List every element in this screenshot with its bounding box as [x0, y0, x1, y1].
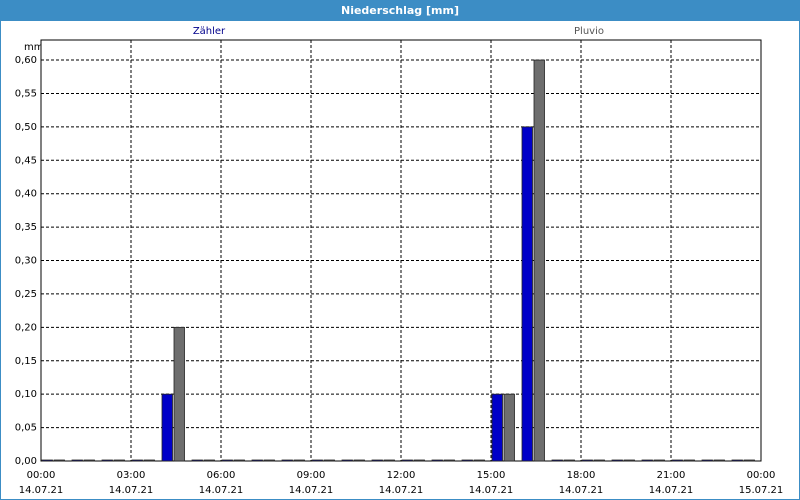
y-tick-label: 0,00 [15, 456, 37, 467]
y-tick-label: 0,30 [15, 256, 37, 267]
bar [131, 459, 143, 462]
bar [113, 459, 125, 462]
bar [563, 459, 575, 462]
y-tick-label: 0,45 [15, 155, 37, 166]
bar [743, 459, 755, 462]
bar [443, 459, 455, 462]
y-unit: mm [24, 42, 43, 53]
bar [641, 459, 653, 462]
y-tick-label: 0,20 [15, 322, 37, 333]
x-tick-label: 15:00 [477, 470, 506, 481]
bar [233, 459, 245, 462]
bar [83, 459, 95, 462]
y-tick-label: 0,35 [15, 222, 37, 233]
y-tick-label: 0,60 [15, 55, 37, 66]
chart-title: Niederschlag [mm] [341, 4, 459, 17]
bar [353, 459, 365, 462]
bar [521, 126, 533, 462]
bar [671, 459, 683, 462]
y-tick-label: 0,10 [15, 389, 37, 400]
x-tick-date: 14.07.21 [289, 485, 334, 496]
x-tick-label: 00:00 [747, 470, 776, 481]
bar [293, 459, 305, 462]
x-tick-label: 03:00 [117, 470, 146, 481]
bar [191, 459, 203, 462]
bar [371, 459, 383, 462]
bar [323, 459, 335, 462]
bar [251, 459, 263, 462]
x-tick-label: 00:00 [27, 470, 56, 481]
bar [143, 459, 155, 462]
bar [41, 459, 53, 462]
y-tick-label: 0,25 [15, 289, 37, 300]
bar [383, 459, 395, 462]
bar [53, 459, 65, 462]
x-tick-date: 14.07.21 [109, 485, 154, 496]
bar [473, 459, 485, 462]
x-tick-date: 14.07.21 [379, 485, 424, 496]
legend-entry: Pluvio [574, 26, 604, 37]
plot-border [40, 39, 762, 462]
x-tick-label: 21:00 [657, 470, 686, 481]
bar [461, 459, 473, 462]
bar [281, 459, 293, 462]
bar [611, 459, 623, 462]
x-tick-label: 06:00 [207, 470, 236, 481]
bar [413, 459, 425, 462]
bar [593, 459, 605, 462]
x-tick-label: 18:00 [567, 470, 596, 481]
bar [581, 459, 593, 462]
title-bar [0, 0, 800, 21]
y-tick-label: 0,05 [15, 423, 37, 434]
bar [401, 459, 413, 462]
x-tick-date: 14.07.21 [559, 485, 604, 496]
bar [491, 393, 503, 462]
y-tick-label: 0,40 [15, 189, 37, 200]
x-tick-label: 09:00 [297, 470, 326, 481]
bar [533, 59, 545, 462]
bar [713, 459, 725, 462]
bar [263, 459, 275, 462]
bar [101, 459, 113, 462]
bar [173, 326, 185, 462]
bar [341, 459, 353, 462]
x-tick-date: 14.07.21 [199, 485, 244, 496]
y-tick-label: 0,15 [15, 356, 37, 367]
bar [653, 459, 665, 462]
y-tick-label: 0,50 [15, 122, 37, 133]
legend-entry: Zähler [193, 26, 226, 37]
bar [203, 459, 215, 462]
bar [683, 459, 695, 462]
y-tick-label: 0,55 [15, 88, 37, 99]
bar [161, 393, 173, 462]
bar [731, 459, 743, 462]
bar [503, 393, 515, 462]
x-tick-date: 14.07.21 [19, 485, 64, 496]
bar [71, 459, 83, 462]
x-tick-label: 12:00 [387, 470, 416, 481]
x-tick-date: 14.07.21 [649, 485, 694, 496]
x-tick-date: 15.07.21 [739, 485, 784, 496]
x-tick-date: 14.07.21 [469, 485, 514, 496]
bar [623, 459, 635, 462]
bar [431, 459, 443, 462]
bar [701, 459, 713, 462]
bar [551, 459, 563, 462]
bar [311, 459, 323, 462]
bar [221, 459, 233, 462]
